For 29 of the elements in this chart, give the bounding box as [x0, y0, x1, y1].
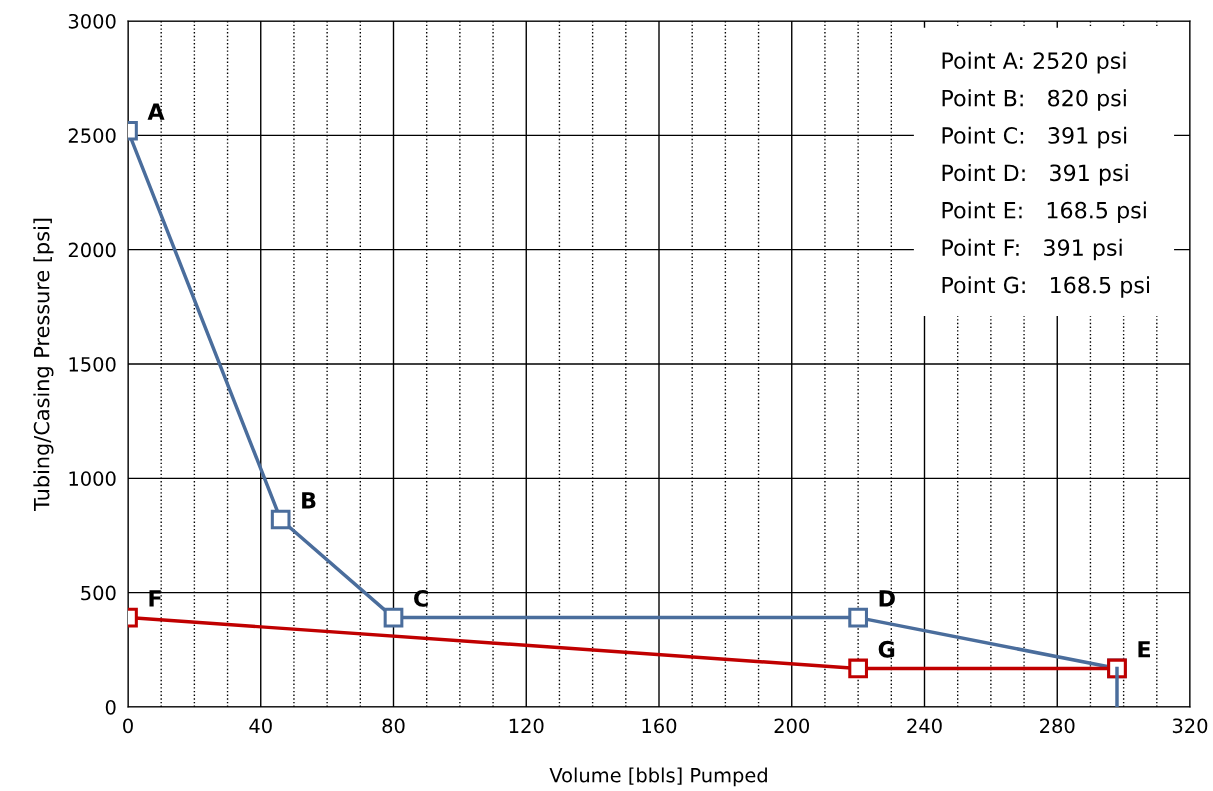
- annotation: Point F: 391 psi: [942, 238, 1122, 261]
- annotation: Point E: 168.5 psi: [942, 201, 1146, 223]
- annotation: Point G: 168.5 psi: [942, 276, 1150, 298]
- annotation: B: [302, 492, 316, 509]
- y-tick-label: 1500: [69, 356, 116, 372]
- y-tick-label: 0: [105, 699, 116, 715]
- y-tick-label: 3000: [68, 13, 116, 29]
- y-tick-label: 2500: [68, 128, 116, 143]
- annotation: Point D: 391 psi: [942, 164, 1128, 186]
- annotation: Point B: 820 psi: [942, 89, 1126, 111]
- x-tick-label: 200: [774, 718, 810, 734]
- y-tick-label: 1000: [69, 471, 116, 486]
- x-tick-label: 0: [123, 718, 133, 734]
- x-tick-label: 160: [642, 718, 677, 734]
- x-tick-label: 320: [1172, 718, 1208, 734]
- x-tick-label: 120: [509, 718, 544, 734]
- annotation: Point C: 391 psi: [942, 126, 1127, 149]
- x-tick-label: 80: [382, 718, 405, 734]
- annotation: A: [147, 103, 165, 120]
- y-tick-label: 500: [81, 585, 116, 601]
- y-axis-title: Tubing/Casing Pressure [psi]: [33, 218, 54, 512]
- x-axis-title: Volume [bbls] Pumped: [549, 767, 767, 787]
- annotation: E: [1138, 641, 1150, 658]
- annotation: Point A: 2520 psi: [942, 51, 1126, 74]
- annotation: G: [878, 640, 895, 658]
- x-tick-label: 240: [907, 718, 942, 734]
- y-tick-label: 2000: [68, 242, 116, 258]
- x-tick-label: 280: [1040, 718, 1075, 734]
- x-tick-label: 40: [249, 718, 272, 734]
